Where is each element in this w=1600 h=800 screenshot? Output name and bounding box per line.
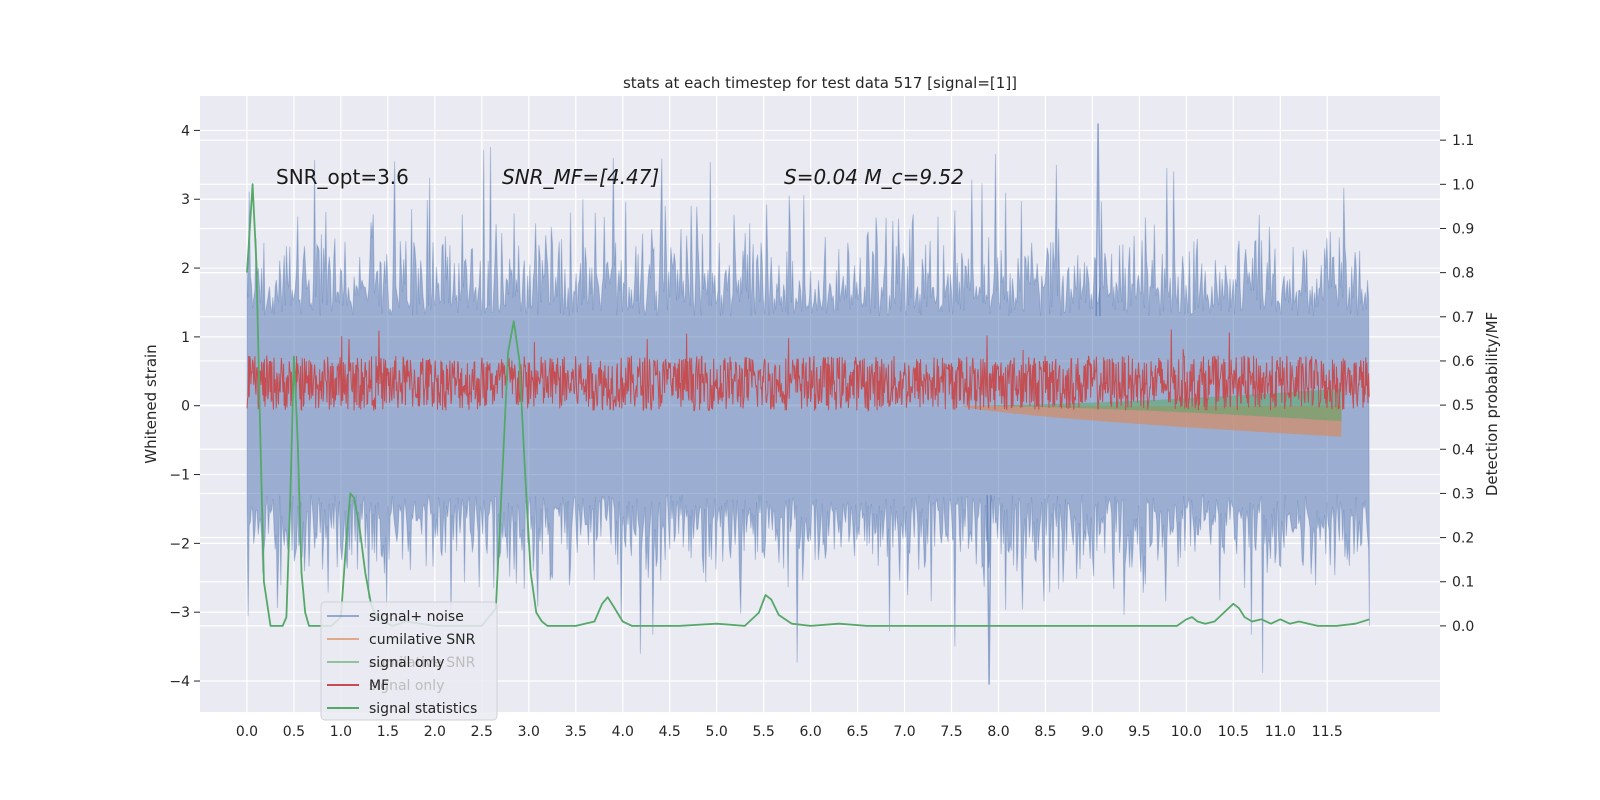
x-tick-label: 0.5 (283, 724, 305, 740)
legend-ghost-cumilative-snr: cumilative SNR (369, 655, 476, 671)
y2-tick-label: 0.5 (1452, 398, 1474, 414)
series-signal-noise-spike (1095, 123, 1101, 317)
legend-item-cumilative-snr: cumilative SNR (327, 632, 476, 648)
x-tick-label: 8.5 (1034, 724, 1056, 740)
annotation-snr-opt: SNR_opt=3.6 (276, 165, 409, 189)
annotation-s-mc: S=0.04 M_c=9.52 (784, 165, 964, 189)
x-tick-label: 2.5 (471, 724, 493, 740)
y2-tick-label: 1.1 (1452, 133, 1474, 149)
y-tick-label: 2 (181, 261, 190, 277)
x-tick-label: 4.5 (659, 724, 681, 740)
legend-label-signal-only: signal only (369, 655, 444, 671)
x-tick-label: 0.0 (236, 724, 258, 740)
legend-item-signal-statistics: signal statistics (327, 701, 477, 717)
y2-tick-label: 0.1 (1452, 575, 1474, 591)
y-axis: −4 −3 −2 −1 0 1 2 3 4 (169, 123, 200, 690)
y2-tick-label: 0.4 (1452, 442, 1474, 458)
legend-ghost-signal-only: signal only (369, 678, 444, 694)
series-signal-statistics (246, 183, 1370, 627)
x-tick-label: 3.5 (565, 724, 587, 740)
y2-tick-label: 0.7 (1452, 310, 1474, 326)
series-mf (246, 329, 1370, 412)
series-layer (246, 123, 1370, 685)
series-signal-noise (246, 146, 1370, 673)
x-tick-label: 2.0 (424, 724, 446, 740)
y2-tick-label: 0.9 (1452, 221, 1474, 237)
x-tick-label: 5.5 (753, 724, 775, 740)
x-tick-label: 1.0 (330, 724, 352, 740)
y-tick-label: 0 (181, 399, 190, 415)
y2-tick-label: 0.0 (1452, 619, 1474, 635)
legend-item-mf: signal only MF (327, 678, 444, 694)
y-tick-label: 3 (181, 192, 190, 208)
x-tick-label: 5.0 (706, 724, 728, 740)
chart-title: stats at each timestep for test data 517… (623, 74, 1017, 92)
x-tick-label: 9.5 (1128, 724, 1150, 740)
y2-axis-label: Detection probability/MF (1483, 312, 1501, 496)
annotation-snr-mf: SNR_MF=[4.47] (502, 165, 659, 189)
y-tick-label: −2 (169, 536, 190, 552)
legend-label-cumilative-snr: cumilative SNR (369, 632, 476, 648)
x-tick-label: 3.0 (518, 724, 540, 740)
x-axis: 0.0 0.5 1.0 1.5 2.0 2.5 3.0 3.5 4.0 4.5 5.0 5.5 6.0 6… (236, 724, 1343, 740)
y2-tick-label: 0.2 (1452, 531, 1474, 547)
x-tick-label: 4.0 (612, 724, 634, 740)
x-tick-label: 8.0 (987, 724, 1009, 740)
y-tick-label: 4 (181, 123, 190, 139)
legend-label-mf: MF (369, 678, 389, 694)
y2-tick-label: 1.0 (1452, 177, 1474, 193)
y-tick-label: −4 (169, 674, 190, 690)
x-tick-label: 11.5 (1312, 724, 1343, 740)
x-tick-label: 11.0 (1265, 724, 1296, 740)
legend-label-signal-noise: signal+ noise (369, 609, 464, 625)
x-tick-label: 10.5 (1218, 724, 1249, 740)
y2-tick-label: 0.3 (1452, 486, 1474, 502)
x-tick-label: 7.5 (940, 724, 962, 740)
y-tick-label: −3 (169, 605, 190, 621)
legend-item-signal-noise: signal+ noise (327, 609, 464, 625)
y-tick-label: −1 (169, 468, 190, 484)
x-tick-label: 1.5 (377, 724, 399, 740)
y2-tick-label: 0.8 (1452, 266, 1474, 282)
x-tick-label: 7.0 (893, 724, 915, 740)
x-tick-label: 6.0 (799, 724, 821, 740)
series-signal-noise-dip (986, 495, 992, 685)
y2-tick-label: 0.6 (1452, 354, 1474, 370)
legend-frame (320, 601, 498, 721)
x-tick-label: 9.0 (1081, 724, 1103, 740)
y-axis-label: Whitened strain (142, 344, 160, 463)
legend: signal+ noise cumilative SNR cumilative … (320, 601, 498, 721)
y-tick-label: 1 (181, 330, 190, 346)
y2-axis: 0.0 0.1 0.2 0.3 0.4 0.5 0.6 0.7 0.8 0.9 1.0 1.1 (1440, 133, 1474, 635)
legend-item-signal-only: cumilative SNR signal only (327, 655, 476, 671)
x-tick-label: 10.0 (1171, 724, 1202, 740)
legend-label-signal-statistics: signal statistics (369, 701, 477, 717)
x-tick-label: 6.5 (846, 724, 868, 740)
